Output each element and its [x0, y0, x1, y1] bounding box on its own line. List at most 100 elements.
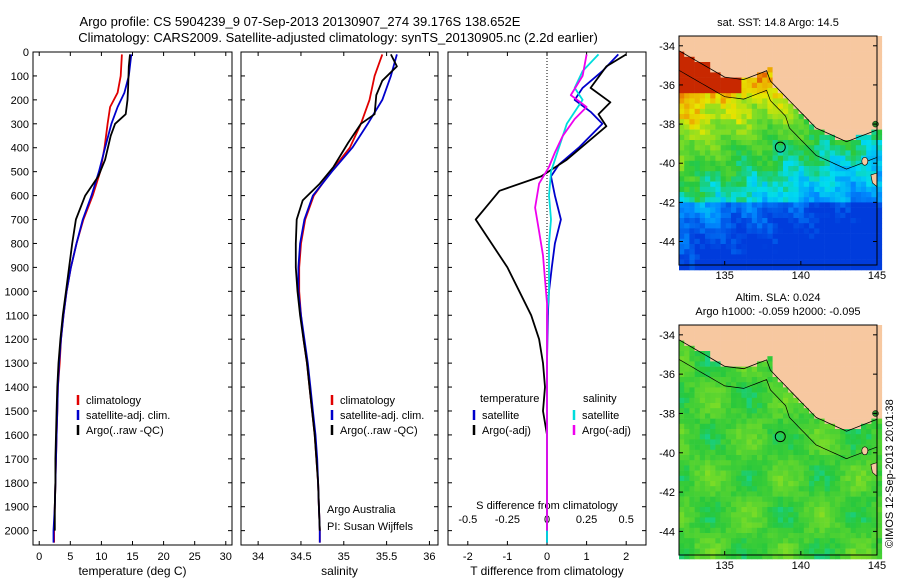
- map-cell: [866, 387, 872, 393]
- map-cell: [814, 181, 820, 188]
- map-cell: [855, 486, 862, 492]
- map-cell: [725, 418, 732, 425]
- map-cell: [788, 207, 794, 214]
- map-cell: [835, 460, 841, 466]
- map-cell: [705, 481, 711, 487]
- map-cell: [866, 460, 872, 466]
- map-cell: [741, 67, 747, 73]
- map-cell: [835, 345, 841, 352]
- map-cell: [788, 527, 794, 534]
- map-cell: [809, 36, 815, 42]
- map-cell: [715, 377, 721, 383]
- y-tick-label: -34: [659, 41, 675, 53]
- map-cell: [840, 98, 846, 104]
- map-cell: [798, 249, 805, 255]
- map-cell: [783, 171, 789, 177]
- map-cell: [809, 543, 815, 549]
- map-cell: [793, 517, 799, 523]
- map-cell: [699, 403, 706, 409]
- map-cell: [866, 41, 872, 47]
- map-cell: [689, 145, 695, 151]
- map-cell: [741, 129, 747, 136]
- map-cell: [715, 98, 721, 104]
- map-cell: [855, 145, 862, 151]
- map-cell: [705, 486, 711, 492]
- map-cell: [793, 475, 799, 482]
- map-cell: [861, 507, 867, 513]
- map-cell: [762, 543, 768, 549]
- map-cell: [715, 486, 721, 492]
- map-cell: [788, 444, 794, 451]
- map-cell: [824, 413, 831, 419]
- map-cell: [788, 403, 794, 409]
- map-cell: [751, 197, 758, 203]
- map-cell: [850, 460, 857, 466]
- map-cell: [715, 238, 721, 245]
- map-cell: [783, 335, 789, 341]
- map-cell: [845, 77, 851, 84]
- map-cell: [788, 434, 794, 440]
- map-cell: [798, 176, 805, 182]
- map-cell: [741, 392, 747, 399]
- map-cell: [845, 93, 851, 99]
- map-cell: [866, 218, 872, 224]
- map-cell: [861, 244, 867, 250]
- map-cell: [814, 345, 820, 352]
- map-cell: [725, 512, 732, 518]
- map-cell: [809, 429, 815, 435]
- map-cell: [835, 543, 841, 549]
- map-cell: [736, 197, 742, 203]
- map-cell: [855, 408, 862, 414]
- map-cell: [710, 408, 716, 414]
- map-cell: [736, 140, 742, 146]
- map-cell: [684, 67, 690, 73]
- map-cell: [694, 212, 701, 219]
- map-cell: [845, 134, 851, 141]
- map-cell: [855, 82, 862, 89]
- map-cell: [679, 517, 685, 523]
- map-cell: [689, 238, 695, 245]
- map-cell: [835, 67, 841, 73]
- series-line-1: [474, 53, 627, 531]
- map-cell: [731, 186, 737, 193]
- map-cell: [725, 36, 732, 42]
- map-cell: [819, 543, 825, 549]
- map-cell: [731, 46, 737, 52]
- map-cell: [788, 51, 794, 58]
- map-cell: [788, 351, 794, 357]
- map-cell: [783, 249, 789, 255]
- map-cell: [731, 455, 737, 461]
- map-cell: [871, 150, 877, 156]
- map-cell: [866, 197, 872, 203]
- map-cell: [866, 93, 872, 99]
- y-tick-label: 1700: [5, 454, 29, 466]
- map-cell: [725, 423, 732, 430]
- map-cell: [684, 238, 690, 245]
- map-cell: [835, 186, 841, 193]
- map-cell: [861, 345, 867, 352]
- map-cell: [725, 202, 732, 208]
- map-cell: [757, 129, 763, 136]
- map-cell: [876, 434, 883, 440]
- map-cell: [715, 413, 721, 419]
- map-cell: [710, 62, 716, 68]
- map-cell: [861, 340, 867, 347]
- map-cell: [710, 501, 716, 508]
- map-cell: [736, 491, 742, 497]
- map-cell: [840, 418, 846, 425]
- map-cell: [751, 413, 758, 419]
- map-cell: [710, 465, 716, 471]
- map-cell: [694, 223, 701, 229]
- map-cell: [798, 522, 805, 529]
- map-cell: [840, 496, 846, 503]
- x-tick-label: 35: [338, 551, 350, 563]
- map-cell: [829, 340, 836, 347]
- map-cell: [809, 77, 815, 84]
- map-cell: [731, 356, 737, 362]
- map-cell: [767, 522, 773, 529]
- map-cell: [850, 51, 857, 58]
- map-cell: [803, 140, 810, 146]
- map-cell: [725, 429, 732, 435]
- map-cell: [788, 41, 794, 47]
- x-tick-label: 5: [67, 551, 73, 563]
